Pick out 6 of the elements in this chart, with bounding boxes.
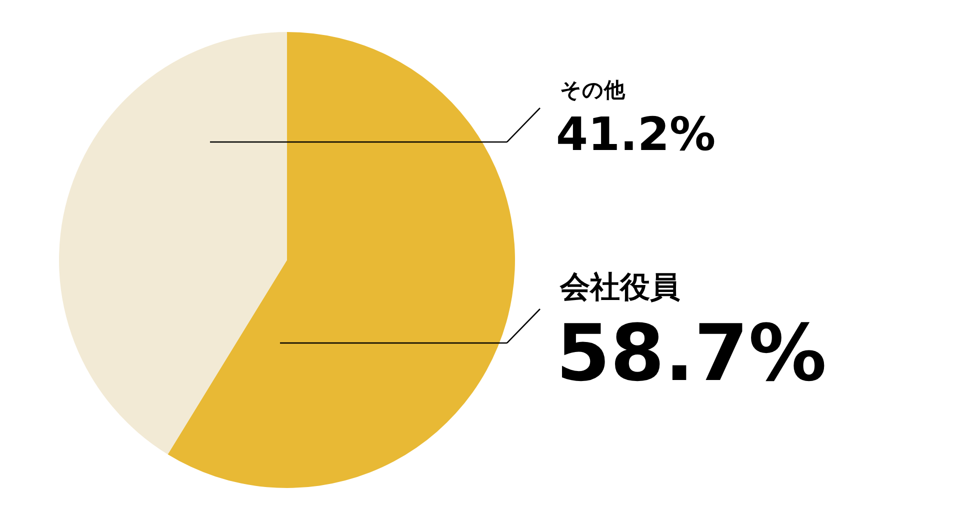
slice-label: 会社役員 <box>559 270 680 305</box>
pie-slice <box>168 32 515 488</box>
data-label: 41.2% <box>556 107 716 161</box>
pie-slice <box>59 32 287 454</box>
data-label: 58.7% <box>556 309 827 399</box>
slice-label: その他 <box>560 78 626 102</box>
